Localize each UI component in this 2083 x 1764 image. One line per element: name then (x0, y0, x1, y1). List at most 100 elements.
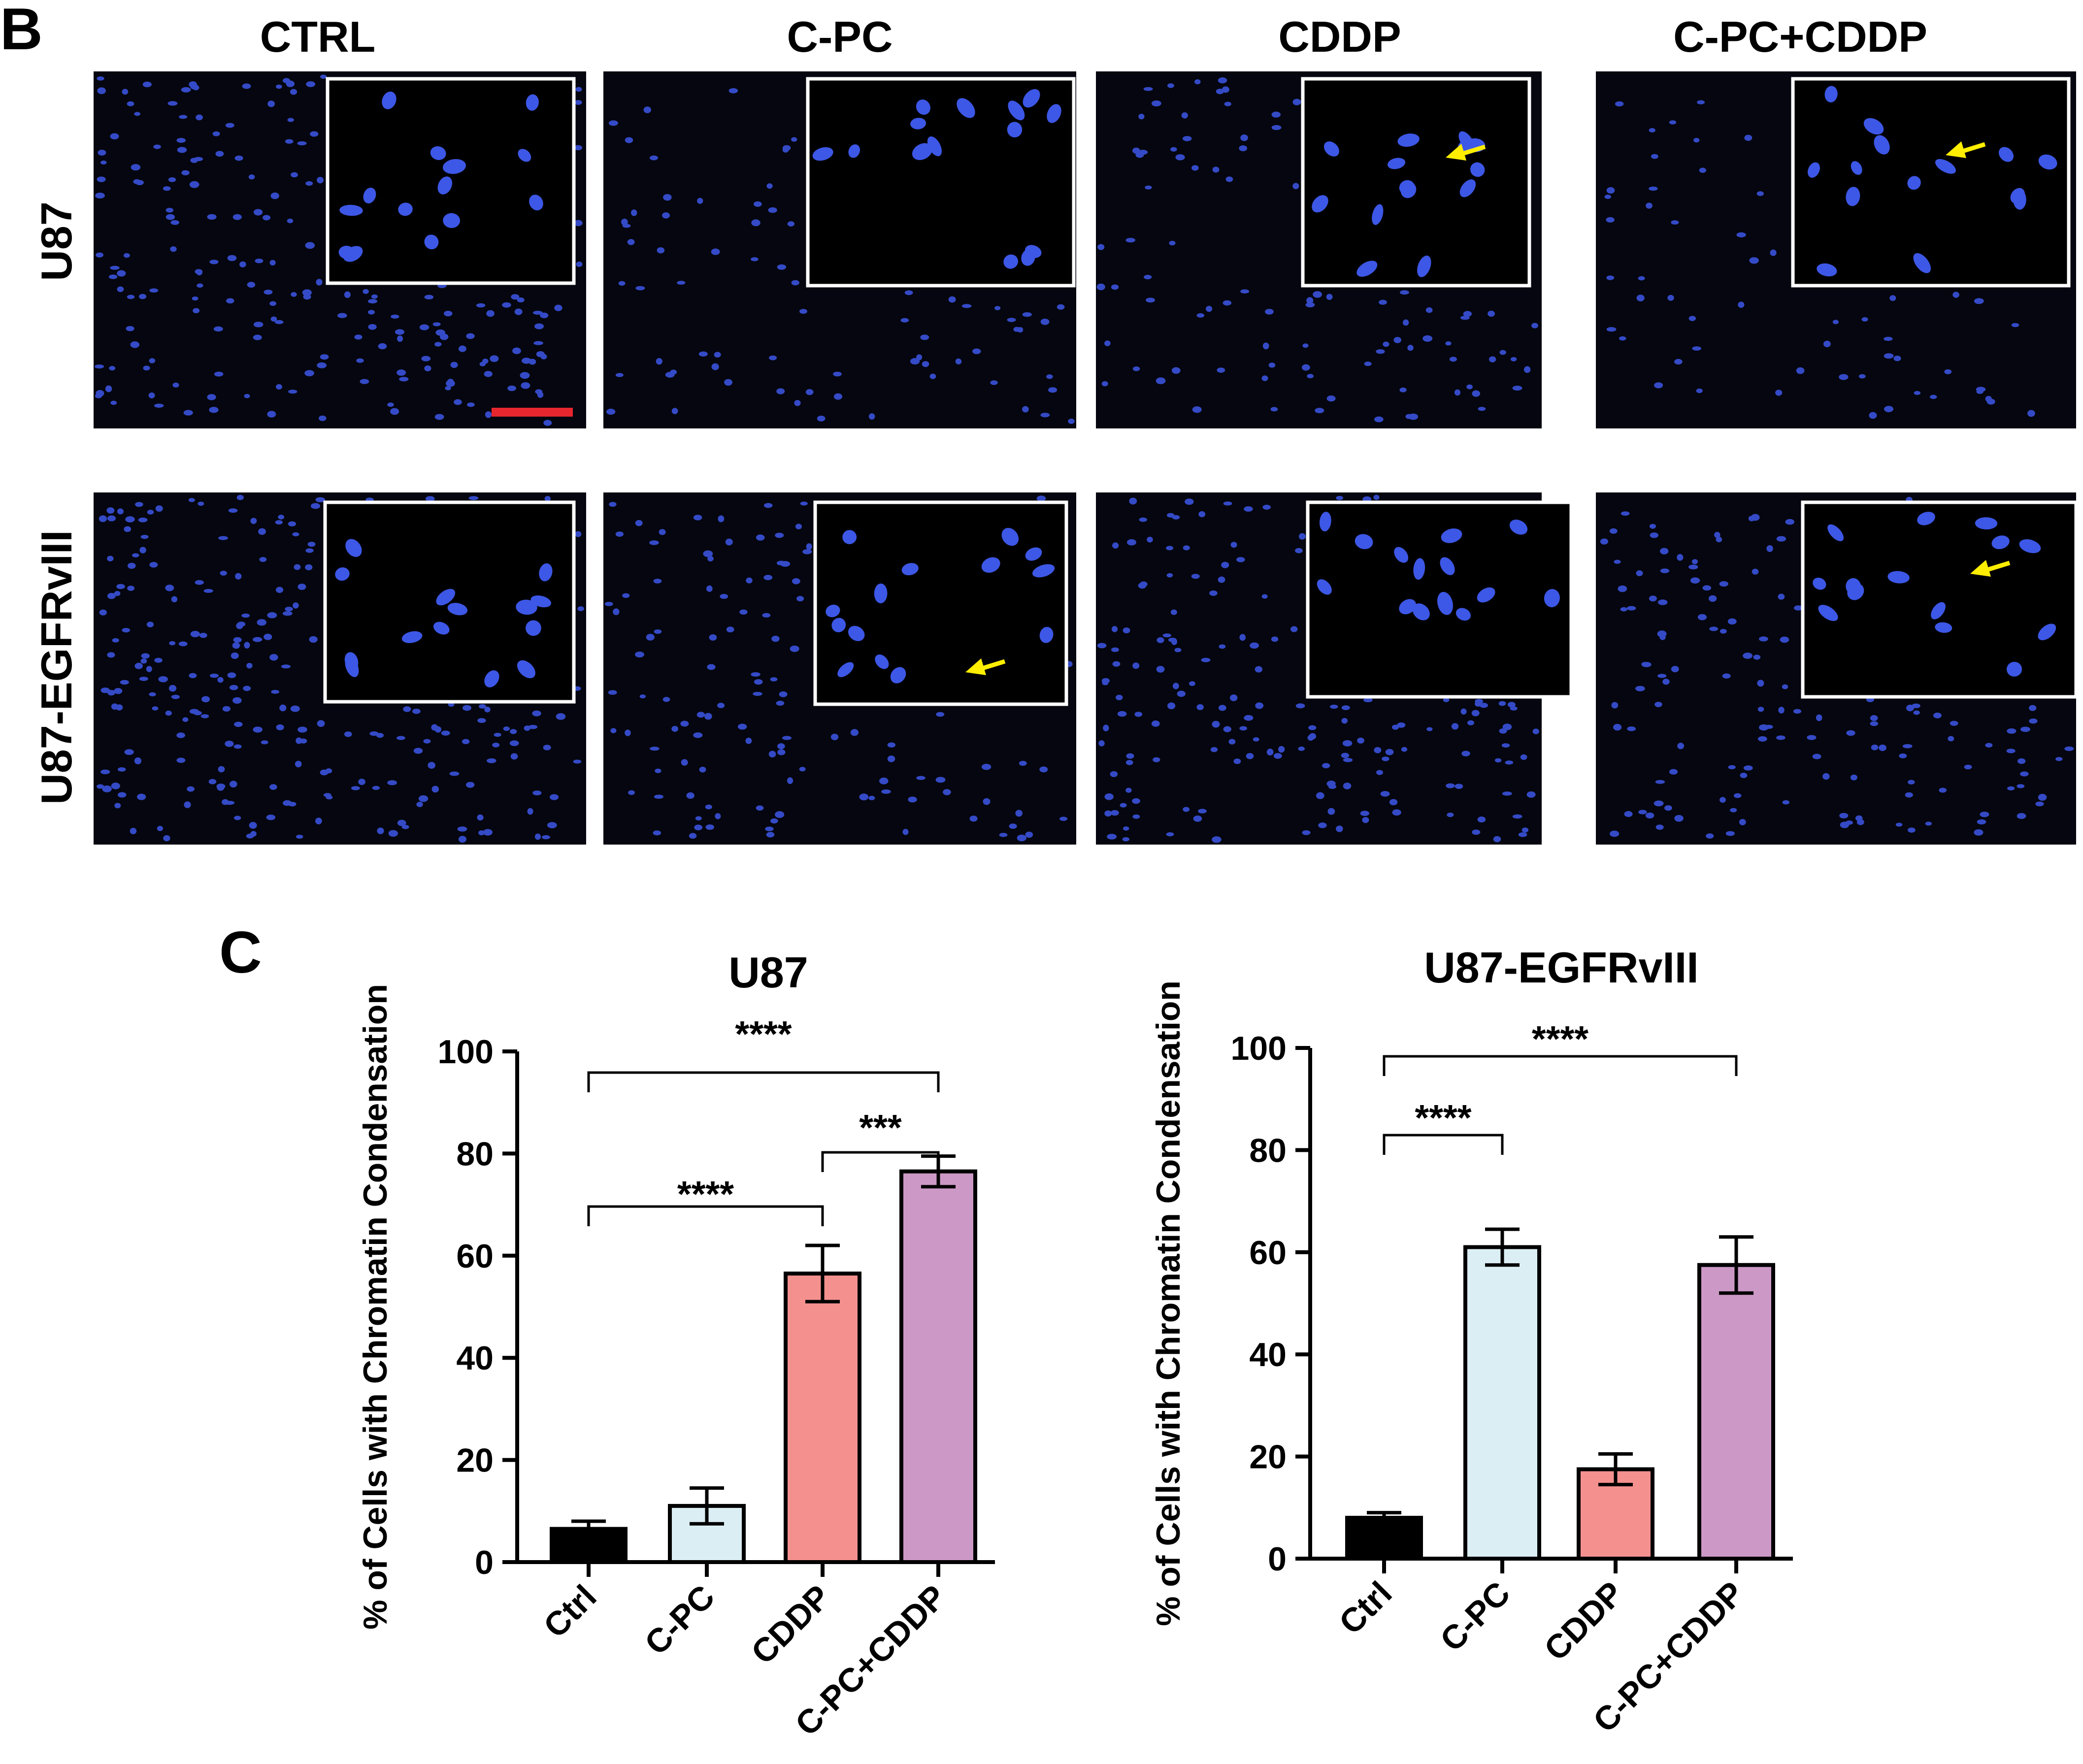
nucleus (613, 608, 620, 616)
nucleus (225, 740, 234, 747)
nucleus (1301, 364, 1310, 371)
nucleus (1408, 413, 1419, 420)
nucleus (1132, 147, 1140, 154)
nucleus (1059, 817, 1068, 821)
nucleus (627, 239, 635, 245)
nucleus (139, 677, 148, 681)
nucleus (1212, 720, 1220, 728)
nucleus (310, 131, 319, 137)
nucleus (235, 573, 242, 580)
nucleus (850, 729, 859, 736)
nucleus (494, 733, 501, 737)
nucleus (302, 289, 312, 296)
nucleus (1518, 832, 1527, 837)
nucleus (770, 818, 778, 824)
nucleus (1341, 752, 1350, 758)
nucleus (168, 177, 176, 182)
nucleus (1510, 706, 1518, 711)
micrograph-u87-egfrviii-c-pc (603, 492, 1076, 845)
x-tick-label-cddp: CDDP (1537, 1574, 1631, 1668)
inset-nucleus (1417, 255, 1431, 277)
nucleus (354, 334, 363, 340)
nucleus (462, 739, 470, 745)
nucleus (178, 641, 188, 647)
nucleus (1104, 810, 1112, 817)
nucleus (225, 123, 234, 128)
y-tick-label: 0 (475, 1544, 494, 1581)
y-tick-label: 60 (456, 1238, 494, 1275)
nucleus (1123, 826, 1129, 831)
nucleus (1722, 673, 1731, 679)
nucleus (139, 547, 146, 554)
nucleus (1725, 831, 1735, 836)
nucleus (117, 286, 124, 293)
nucleus (654, 794, 664, 799)
nucleus (670, 369, 677, 375)
nucleus (1097, 643, 1107, 649)
nucleus (296, 834, 303, 839)
nucleus (1302, 343, 1309, 348)
nucleus (1262, 342, 1269, 350)
inset-nuclei (812, 89, 1061, 269)
nucleus (190, 630, 200, 637)
nucleus (250, 518, 257, 524)
nucleus (232, 697, 242, 704)
nucleus (715, 813, 721, 819)
nucleus (791, 137, 797, 142)
nucleus (1122, 837, 1129, 842)
nucleus (297, 141, 307, 146)
nucleus (1660, 548, 1669, 555)
nucleus (1341, 718, 1348, 724)
nucleus (1295, 703, 1305, 709)
nucleus (279, 704, 287, 712)
nucleus (1270, 407, 1278, 412)
nucleus (751, 672, 760, 677)
nucleus (1736, 232, 1746, 238)
nucleus (1455, 784, 1463, 789)
nucleus (1775, 390, 1783, 396)
nucleus (1674, 359, 1683, 365)
nucleus (536, 351, 545, 358)
nucleus (387, 780, 397, 785)
nucleus (140, 658, 147, 664)
nucleus (95, 364, 104, 369)
nucleus (1728, 765, 1736, 770)
nucleus (540, 312, 549, 319)
nucleus (110, 133, 119, 140)
nucleus (107, 592, 116, 599)
nucleus (218, 536, 228, 540)
nucleus (948, 296, 956, 303)
zoom-inset (1301, 77, 1531, 288)
bar-c-pc-cddp (1697, 1263, 1775, 1561)
nucleus (1893, 356, 1901, 361)
nucleus (146, 621, 154, 627)
nucleus (1443, 698, 1450, 702)
nucleus (163, 835, 170, 842)
nucleus (1326, 294, 1333, 300)
nucleus (1392, 809, 1401, 816)
nucleus (390, 408, 399, 415)
nucleus (1502, 723, 1512, 730)
nucleus (315, 817, 322, 825)
nucleus (172, 382, 179, 388)
nucleus (1125, 237, 1136, 243)
nucleus (543, 420, 552, 426)
nucleus (168, 685, 177, 692)
nucleus (1939, 787, 1947, 793)
row-label-u87-egfrviii: U87-EGFRvIII (32, 530, 81, 804)
nucleus (158, 676, 168, 683)
nucleus (1306, 297, 1314, 304)
nucleus (1933, 712, 1942, 719)
nucleus (699, 766, 706, 773)
nucleus (468, 496, 479, 500)
nucleus (800, 501, 808, 506)
nucleus (1265, 309, 1274, 315)
nucleus (1454, 389, 1461, 396)
nucleus (1244, 715, 1254, 721)
y-tick-label: 80 (1249, 1132, 1287, 1169)
inset-nucleus (1317, 579, 1332, 595)
inset-nucleus (1008, 100, 1025, 121)
nuclei-field (1097, 494, 1539, 843)
nucleus (575, 531, 582, 537)
nucleus (681, 759, 688, 766)
